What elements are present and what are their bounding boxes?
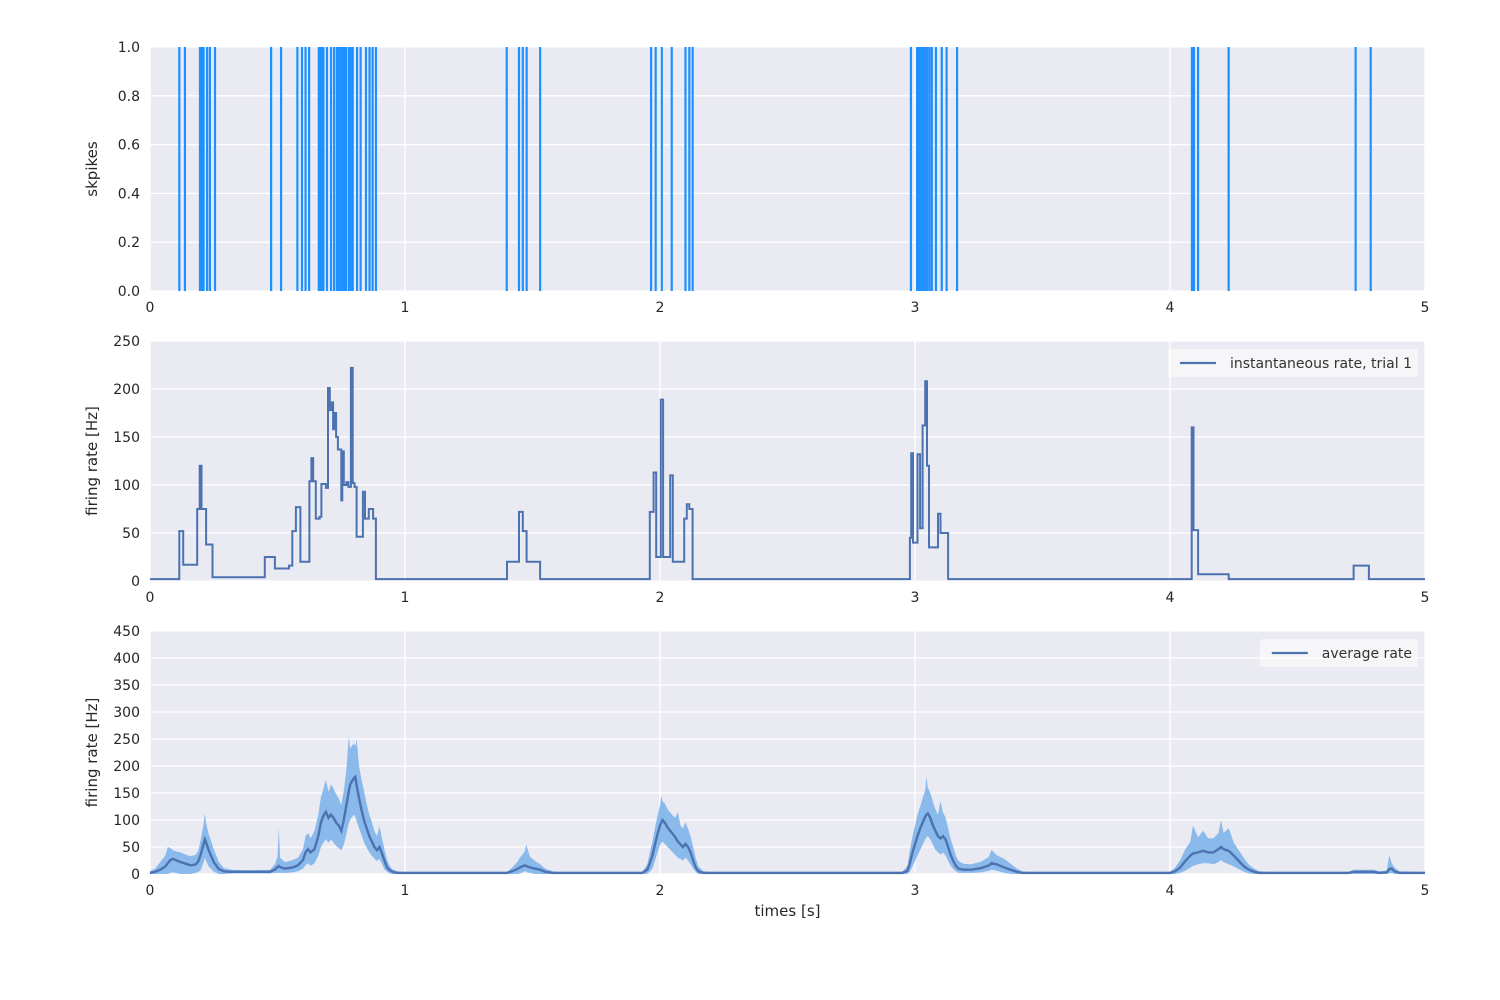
x-tick-label: 4 [1166, 300, 1175, 316]
plot-background [150, 341, 1425, 581]
x-tick-label: 3 [911, 590, 920, 606]
subplot-average-rate: 0 1 2 3 4 5050100150200250300350400450firing … [83, 624, 1429, 920]
x-tick-label: 0 [146, 590, 155, 606]
y-tick-label: 400 [113, 651, 140, 667]
x-tick-label: 5 [1421, 590, 1430, 606]
plot-background [150, 47, 1425, 291]
y-tick-label: 150 [113, 430, 140, 446]
average-rate-line [149, 774, 1425, 875]
legend-box [1259, 639, 1418, 667]
y-tick-label: 0.4 [118, 186, 140, 202]
x-tick-label: 1 [401, 590, 410, 606]
y-tick-label: 150 [113, 786, 140, 802]
legend: average rate [1259, 639, 1418, 667]
y-tick-label: 100 [113, 478, 140, 494]
x-tick-label: 0 [146, 883, 155, 899]
x-tick-label: 3 [911, 883, 920, 899]
y-tick-label: 100 [113, 813, 140, 829]
spike-train-series [178, 47, 1372, 291]
x-tick-label: 4 [1166, 883, 1175, 899]
confidence-band [150, 736, 1425, 874]
x-tick-label: 1 [401, 883, 410, 899]
y-tick-label: 50 [122, 526, 140, 542]
x-tick-label: 3 [911, 300, 920, 316]
y-tick-label: 0 [131, 867, 140, 883]
x-tick-label: 2 [656, 590, 665, 606]
y-tick-label: 200 [113, 382, 140, 398]
y-tick-label: 0.6 [118, 138, 140, 154]
gridlines [149, 46, 1426, 292]
x-tick-label: 2 [656, 883, 665, 899]
y-tick-label: 0.8 [118, 89, 140, 105]
y-tick-label: 250 [113, 732, 140, 748]
y-tick-label: 450 [113, 624, 140, 640]
y-tick-label: 250 [113, 334, 140, 350]
x-axis-label: times [s] [755, 902, 821, 920]
subplot-spike-raster: 0 1 2 3 4 5 0.0 0.2 0.4 0.6 0.8 1.0 skpikes [83, 40, 1429, 316]
y-tick-label: 1.0 [118, 40, 140, 56]
x-tick-label: 0 [146, 300, 155, 316]
legend: instantaneous rate, trial 1 [1167, 349, 1418, 377]
x-tick-label: 2 [656, 300, 665, 316]
x-tick-label: 5 [1421, 883, 1430, 899]
y-tick-label: 0.2 [118, 235, 140, 251]
x-tick-label: 5 [1421, 300, 1430, 316]
instantaneous-rate-line [150, 366, 1425, 581]
y-axis-label: firing rate [Hz] [83, 698, 101, 808]
y-axis-label: firing rate [Hz] [83, 406, 101, 516]
legend-label: average rate [1322, 646, 1412, 662]
y-tick-label: 300 [113, 705, 140, 721]
x-tick-label: 1 [401, 300, 410, 316]
x-tick-label: 4 [1166, 590, 1175, 606]
y-tick-label: 0.0 [118, 284, 140, 300]
y-tick-label: 50 [122, 840, 140, 856]
y-tick-label: 200 [113, 759, 140, 775]
legend-box [1167, 349, 1418, 377]
y-tick-label: 350 [113, 678, 140, 694]
y-axis-label: skpikes [83, 141, 101, 197]
y-tick-label: 0 [131, 574, 140, 590]
legend-label: instantaneous rate, trial 1 [1230, 356, 1412, 372]
